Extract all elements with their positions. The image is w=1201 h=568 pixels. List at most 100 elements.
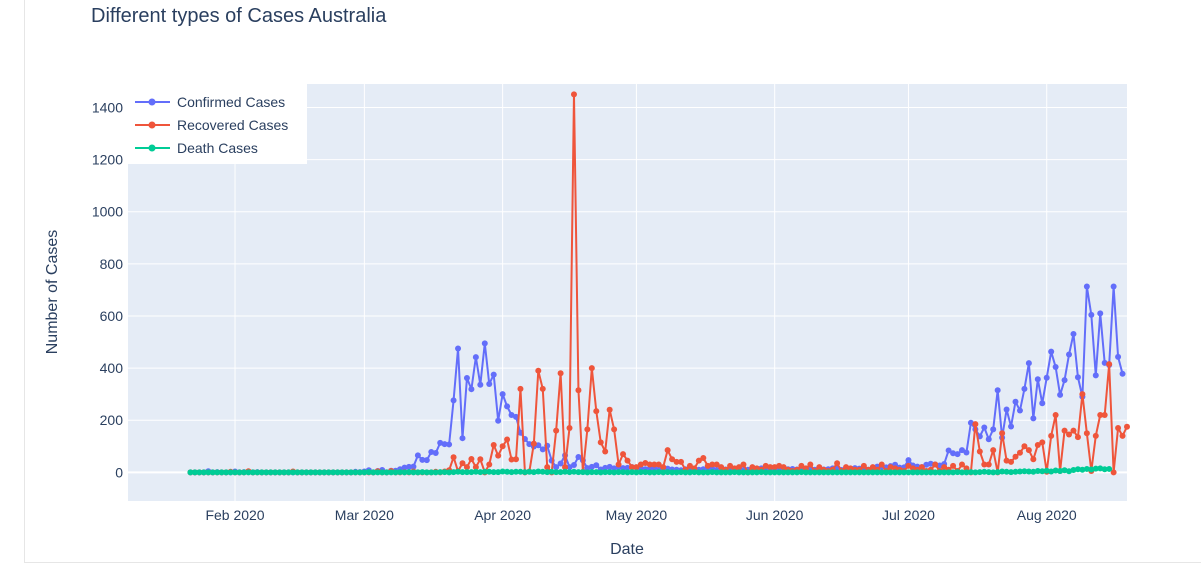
data-point [1057,468,1064,475]
data-point [446,469,453,476]
data-point [918,469,925,476]
legend-item[interactable]: Confirmed Cases [135,94,285,110]
data-point [504,403,511,410]
data-point [504,436,511,443]
data-point [825,469,832,476]
data-point [486,468,493,475]
data-point [1021,443,1028,450]
data-point [312,469,319,476]
data-point [958,461,965,468]
data-point [1066,431,1073,438]
data-point [624,464,631,471]
data-point [851,469,858,476]
data-point [628,469,635,476]
data-point [771,469,778,476]
data-point [669,456,676,463]
data-point [918,464,925,471]
data-point [499,468,506,475]
data-point [624,457,631,464]
data-point [401,469,408,476]
legend-swatch-marker [148,121,156,129]
data-point [392,469,399,476]
legend[interactable]: Confirmed Cases Recovered Cases Death Case… [128,84,307,164]
data-point [646,469,653,476]
data-point [530,440,537,447]
data-point [1034,441,1041,448]
data-point [446,441,453,448]
data-point [285,469,292,476]
data-point [905,469,912,476]
data-point [441,441,448,448]
data-point [356,469,363,476]
data-point [909,469,916,476]
data-point [606,406,613,413]
data-point [1061,427,1068,434]
data-point [481,340,488,347]
data-point [1016,407,1023,414]
data-point [655,461,662,468]
data-point [709,461,716,468]
y-tick-label: 1400 [92,99,123,115]
data-point [637,469,644,476]
data-point [553,464,560,471]
data-point [646,461,653,468]
data-point [405,463,412,470]
data-point [1021,385,1028,392]
data-point [352,469,359,476]
data-point [455,468,462,475]
data-point [767,469,774,476]
y-tick-label: 1000 [92,204,123,220]
data-point [780,469,787,476]
data-point [191,469,198,476]
data-point [695,469,702,476]
data-point [548,468,555,475]
data-point [343,469,350,476]
data-point [428,469,435,476]
data-point [272,469,279,476]
data-point [678,469,685,476]
x-tick-label: Feb 2020 [205,507,264,523]
data-point [811,469,818,476]
data-point [927,460,934,467]
data-point [999,430,1006,437]
data-point [1074,374,1081,381]
data-point [539,468,546,475]
data-point [459,435,466,442]
data-point [205,469,212,476]
data-point [513,413,519,420]
data-point [1061,377,1068,384]
data-point [611,469,618,476]
data-point [664,469,671,476]
data-point [325,469,332,476]
data-point [936,469,943,476]
legend-item[interactable]: Recovered Cases [135,117,288,133]
data-point [1021,468,1028,475]
data-point [905,457,912,464]
data-point [615,461,622,468]
data-point [976,469,983,476]
data-point [459,460,466,467]
data-point [423,469,430,476]
data-point [731,469,738,476]
data-point [517,468,524,475]
data-point [254,469,261,476]
y-tick-labels: 0 200 400 600 800 1000 1200 1400 [92,99,123,480]
data-point [187,469,194,476]
data-point [410,463,417,470]
data-point [990,469,997,476]
data-point [240,469,247,476]
data-point [232,469,239,476]
data-point [780,464,787,471]
data-point [869,469,876,476]
data-point [633,464,640,471]
data-point [615,469,622,476]
data-point [1008,469,1015,476]
legend-item[interactable]: Death Cases [135,140,258,156]
data-point [655,469,662,476]
data-point [838,469,845,476]
data-point [1043,374,1050,381]
data-point [330,469,337,476]
data-point [513,468,519,475]
data-point [950,469,957,476]
data-point [865,469,872,476]
